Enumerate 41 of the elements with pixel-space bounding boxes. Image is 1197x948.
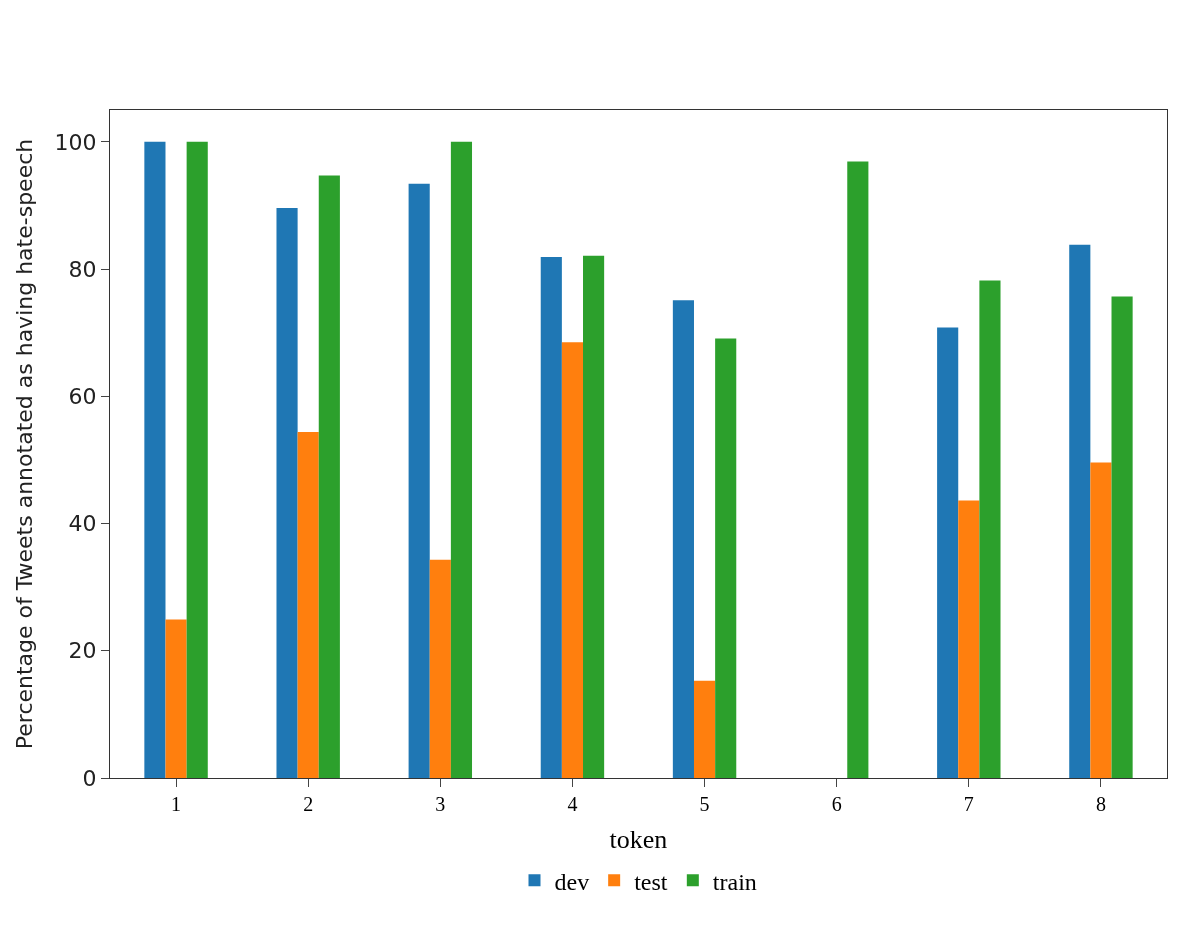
x-tick-label: 5 bbox=[699, 793, 710, 815]
bar bbox=[672, 300, 694, 778]
x-tick-label: 2 bbox=[303, 793, 314, 815]
x-tick-label: 7 bbox=[963, 793, 974, 815]
bar bbox=[429, 559, 451, 778]
bar bbox=[276, 207, 298, 778]
bar bbox=[1090, 462, 1112, 778]
x-axis-title: token bbox=[609, 824, 668, 854]
bar bbox=[1111, 296, 1133, 778]
y-tick-label: 80 bbox=[68, 256, 97, 282]
bar bbox=[186, 141, 208, 778]
y-tick-label: 100 bbox=[54, 129, 97, 155]
y-axis-title: Percentage of Tweets annotated as having hate-speech bbox=[12, 138, 38, 750]
y-tick-label: 60 bbox=[68, 383, 97, 409]
bar bbox=[297, 431, 319, 778]
bar bbox=[144, 141, 166, 778]
bar bbox=[583, 255, 605, 778]
x-tick-label: 4 bbox=[567, 793, 578, 815]
bar bbox=[561, 342, 584, 778]
legend-label: train bbox=[712, 868, 757, 895]
legend-label: test bbox=[634, 868, 668, 895]
bar bbox=[693, 680, 716, 778]
bar bbox=[715, 338, 737, 778]
bar bbox=[318, 175, 340, 778]
y-tick-label: 0 bbox=[82, 765, 97, 791]
bar bbox=[937, 327, 959, 778]
y-tick-label: 20 bbox=[68, 638, 97, 664]
bar bbox=[1069, 244, 1091, 778]
bar bbox=[450, 141, 473, 778]
bar bbox=[540, 256, 562, 778]
bar bbox=[165, 619, 187, 778]
bar bbox=[979, 280, 1001, 778]
bar bbox=[847, 161, 869, 778]
x-tick-label: 8 bbox=[1095, 793, 1106, 815]
x-tick-label: 1 bbox=[171, 793, 182, 815]
y-tick-label: 40 bbox=[68, 511, 97, 537]
bar bbox=[958, 500, 980, 778]
legend-label: dev bbox=[554, 868, 590, 895]
x-tick-label: 3 bbox=[435, 793, 446, 815]
bar bbox=[408, 183, 430, 778]
x-tick-label: 6 bbox=[831, 793, 842, 815]
